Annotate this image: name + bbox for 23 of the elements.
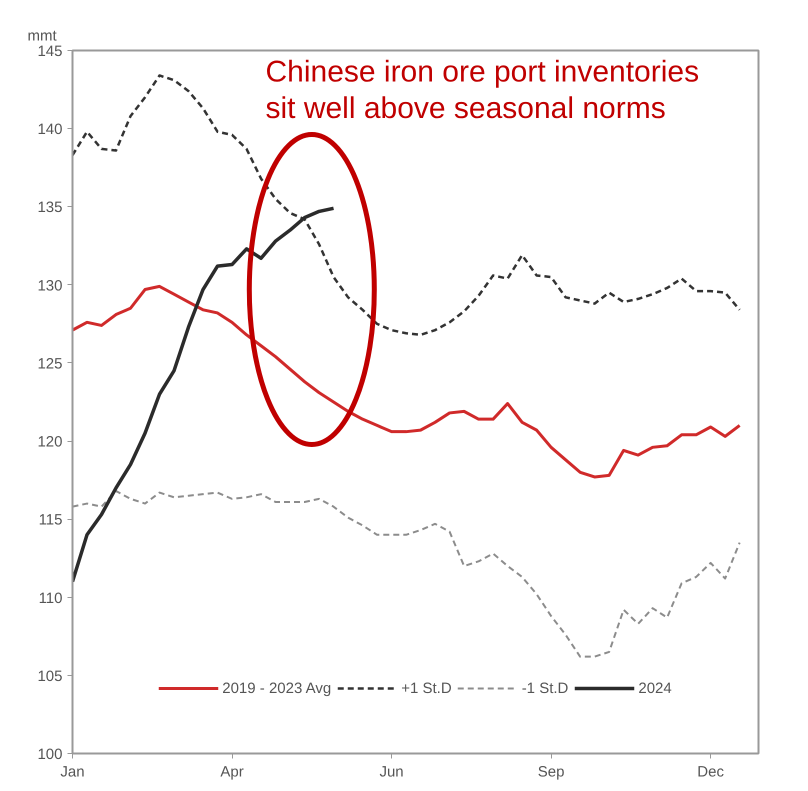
annotation: Chinese iron ore port inventories sit well above seasonal norms xyxy=(266,56,700,125)
y-tick-label: 100 xyxy=(37,746,63,763)
x-tick-label: Jan xyxy=(60,764,85,780)
x-tick-label: Dec xyxy=(697,764,724,780)
y-tick-label: 120 xyxy=(37,434,63,451)
line-series xyxy=(72,284,742,478)
x-tick-label: Sep xyxy=(538,764,564,780)
y-tick-label: 125 xyxy=(37,355,63,372)
y-tick-label: 115 xyxy=(38,512,63,529)
legend-label: 2019 - 2023 Avg xyxy=(222,680,332,696)
legend-label: -1 St.D xyxy=(522,680,568,696)
y-axis-title: mmt xyxy=(28,28,58,44)
y-tick-label: 135 xyxy=(37,199,63,216)
y-tick-label: 110 xyxy=(38,590,63,607)
y-tick-label: 145 xyxy=(37,43,63,60)
legend-label: 2024 xyxy=(638,680,672,696)
line-series xyxy=(72,490,741,658)
x-tick-label: Jun xyxy=(379,764,404,780)
y-tick-label: 130 xyxy=(37,277,63,294)
legend-label: +1 St.D xyxy=(401,680,452,696)
x-tick-label: Apr xyxy=(220,764,244,780)
y-tick-label: 105 xyxy=(37,668,63,685)
y-tick-label: 140 xyxy=(37,121,63,138)
